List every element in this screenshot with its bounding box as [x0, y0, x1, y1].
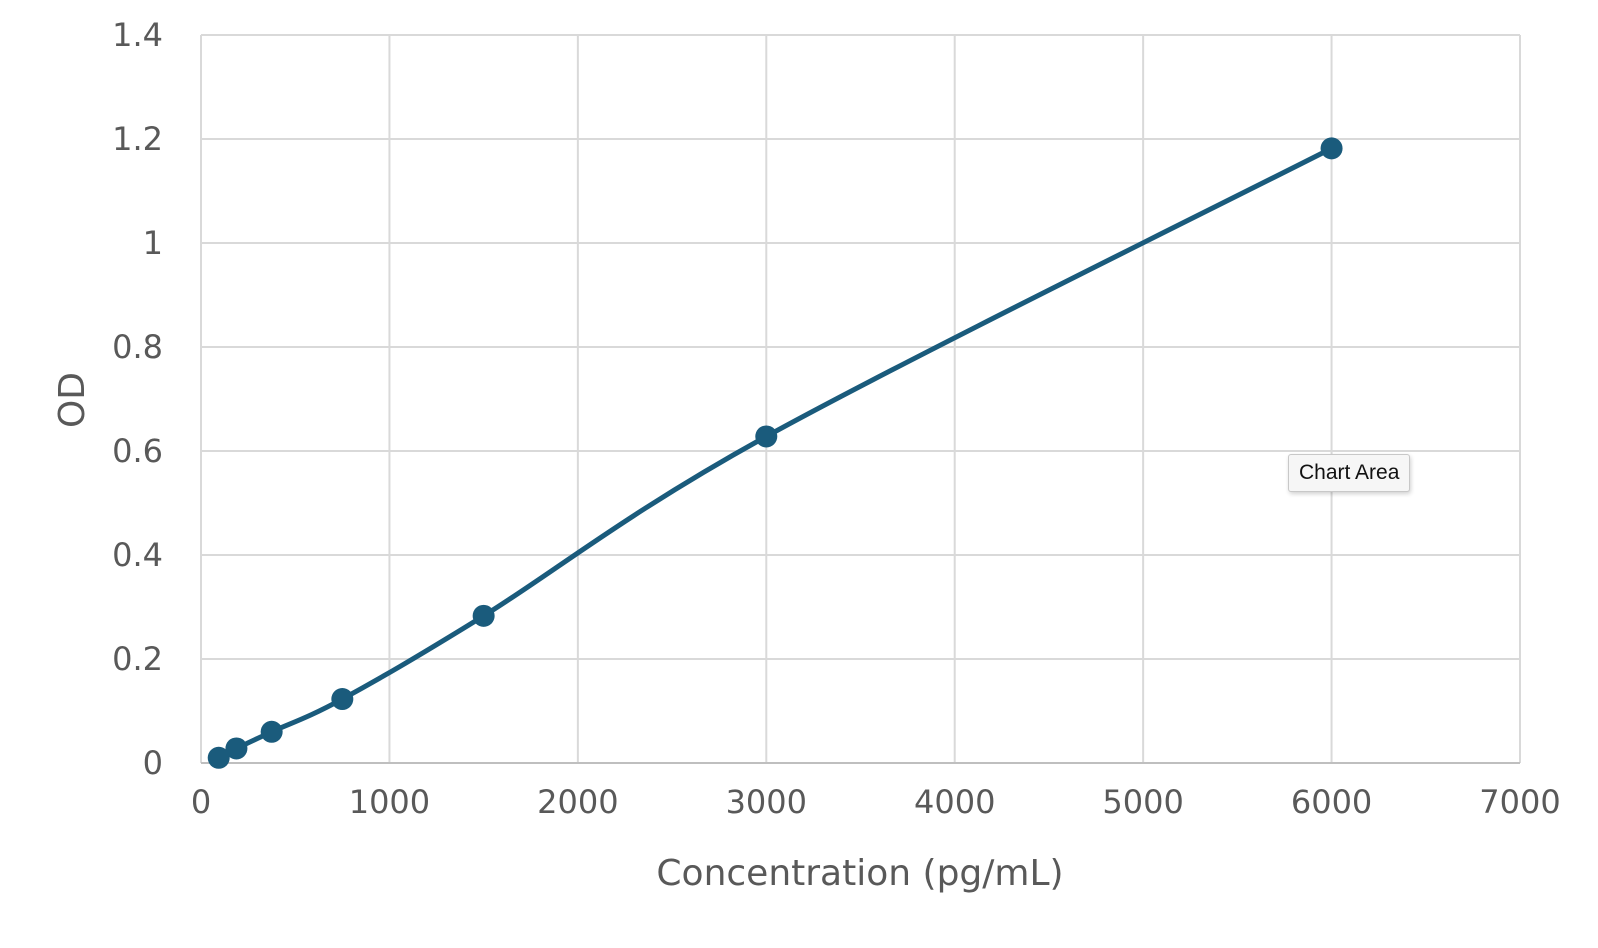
y-tick-label: 1.2: [112, 120, 163, 158]
data-point[interactable]: [755, 425, 778, 448]
y-tick-label: 1.4: [112, 16, 163, 54]
x-tick-label: 2000: [537, 783, 618, 821]
series-line: [216, 145, 1335, 761]
x-tick-label: 7000: [1479, 783, 1560, 821]
x-axis-title: Concentration (pg/mL): [656, 853, 1063, 894]
x-tick-label: 1000: [349, 783, 430, 821]
y-axis-tick-labels: 0 0.2 0.4 0.6 0.8 1 1.2 1.4: [112, 16, 163, 782]
y-tick-label: 1: [143, 224, 163, 262]
data-point[interactable]: [331, 688, 354, 711]
y-tick-label: 0.6: [112, 432, 163, 470]
y-tick-label: 0.4: [112, 536, 163, 574]
x-tick-label: 5000: [1102, 783, 1183, 821]
x-axis-tick-labels: 0 1000 2000 3000 4000 5000 6000 7000: [191, 783, 1561, 821]
chart-area-tooltip: Chart Area: [1288, 454, 1411, 492]
x-tick-label: 3000: [726, 783, 807, 821]
data-point[interactable]: [207, 746, 230, 769]
data-point[interactable]: [260, 720, 283, 743]
y-tick-label: 0: [143, 744, 163, 782]
data-point[interactable]: [1320, 137, 1343, 160]
y-tick-label: 0.2: [112, 640, 163, 678]
data-point[interactable]: [225, 737, 248, 760]
data-point[interactable]: [472, 604, 495, 627]
y-tick-label: 0.8: [112, 328, 163, 366]
x-tick-label: 0: [191, 783, 211, 821]
x-tick-label: 6000: [1291, 783, 1372, 821]
x-tick-label: 4000: [914, 783, 995, 821]
series-layer: [207, 137, 1343, 769]
y-axis-title: OD: [52, 372, 93, 428]
grid-lines: [200, 34, 1521, 764]
